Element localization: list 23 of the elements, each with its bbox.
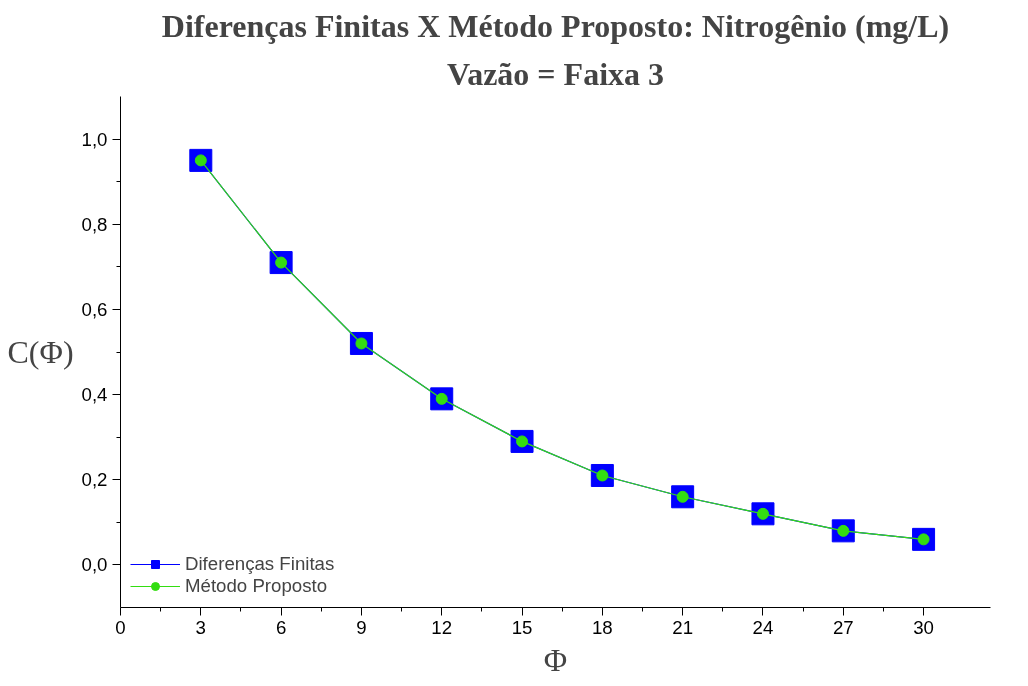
x-axis-title: Φ (543, 641, 568, 678)
y-tick-label: 0,8 (81, 213, 108, 235)
x-tick-label: 18 (591, 616, 613, 638)
chart-title: Diferenças Finitas X Método Proposto: Nitrogênio (mg/L) (161, 7, 950, 44)
x-tick-label: 0 (115, 616, 126, 638)
x-tick-label: 27 (832, 616, 854, 638)
chart-subtitle: Vazão = Faixa 3 (446, 55, 665, 92)
x-tick-label: 21 (672, 616, 694, 638)
x-tick-label: 9 (356, 616, 367, 638)
x-tick-label: 3 (195, 616, 207, 638)
y-tick-label: 0,4 (81, 384, 108, 406)
y-tick-label: 1,0 (81, 128, 108, 150)
y-axis-title: C(Φ) (7, 334, 74, 370)
legend-label: Diferenças Finitas (185, 553, 335, 575)
y-tick-label: 0,2 (81, 469, 108, 491)
x-tick-label: 24 (752, 616, 774, 638)
legend-label: Método Proposto (185, 575, 328, 597)
x-tick-label: 15 (511, 616, 533, 638)
x-tick-label: 30 (913, 616, 934, 638)
y-tick-label: 0,6 (81, 298, 108, 320)
x-tick-label: 6 (275, 616, 287, 638)
y-tick-label: 0,0 (81, 554, 108, 576)
x-tick-label: 12 (431, 616, 453, 638)
